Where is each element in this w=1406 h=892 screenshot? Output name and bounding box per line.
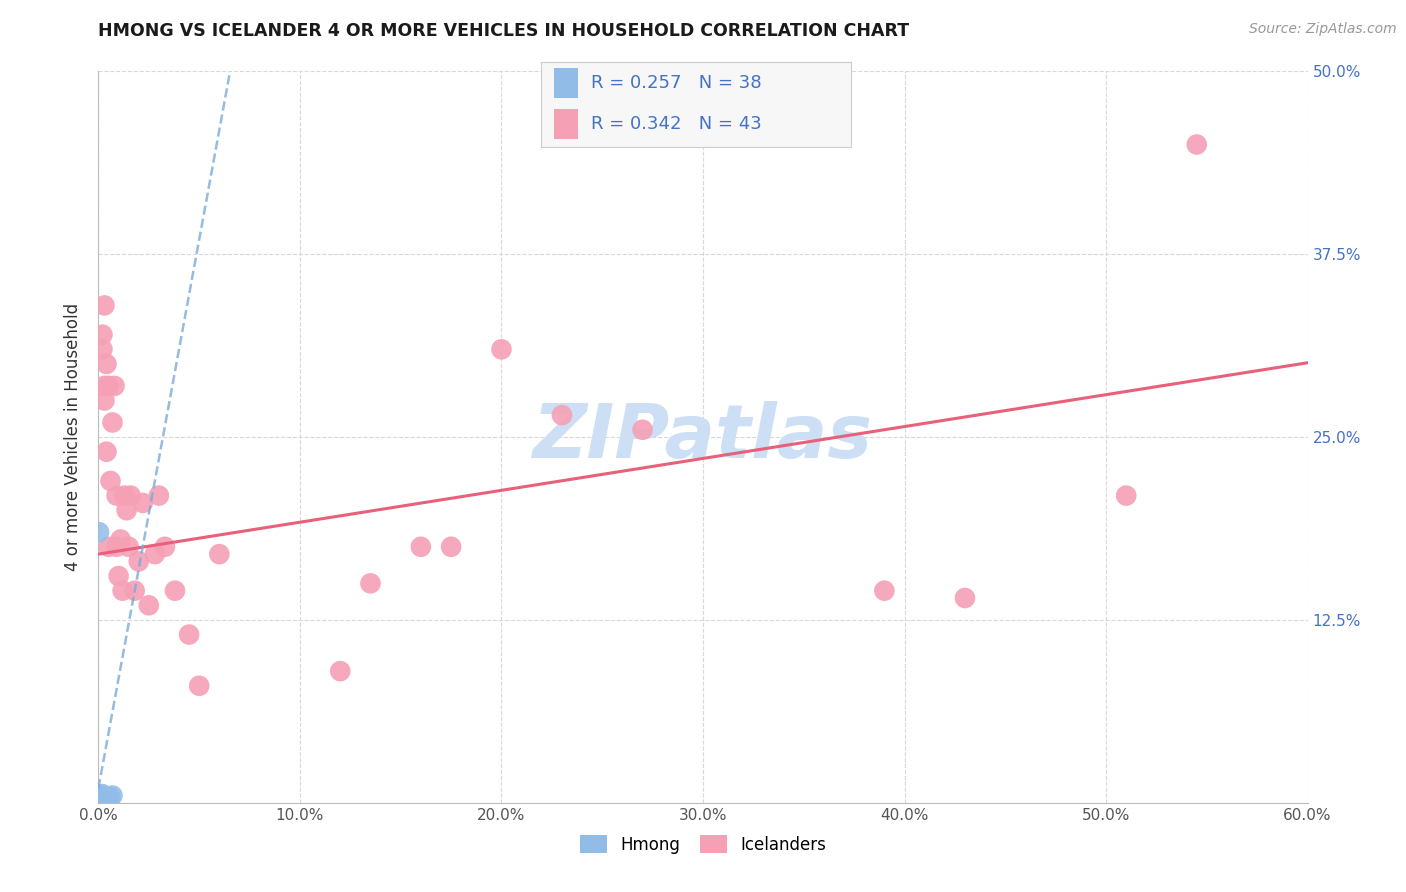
Legend: Hmong, Icelanders: Hmong, Icelanders <box>574 829 832 860</box>
Point <box>90 791 112 805</box>
Point <box>105 540 128 554</box>
Point <box>96 789 118 804</box>
Text: Source: ZipAtlas.com: Source: ZipAtlas.com <box>1249 22 1396 37</box>
Point <box>93 379 115 393</box>
Point <box>93 298 115 312</box>
Point <box>97 791 120 805</box>
Point <box>89 793 111 807</box>
FancyBboxPatch shape <box>554 69 578 98</box>
Point <box>110 533 132 547</box>
Point <box>115 503 138 517</box>
Point <box>89 796 111 810</box>
Point <box>111 583 134 598</box>
Text: ZIPatlas: ZIPatlas <box>533 401 873 474</box>
Point <box>631 423 654 437</box>
Point <box>148 489 170 503</box>
Point <box>409 540 432 554</box>
FancyBboxPatch shape <box>554 109 578 139</box>
Point <box>124 583 146 598</box>
Point <box>132 496 155 510</box>
Point <box>107 569 129 583</box>
Point <box>143 547 166 561</box>
Point <box>93 791 115 805</box>
Point <box>103 379 125 393</box>
Y-axis label: 4 or more Vehicles in Household: 4 or more Vehicles in Household <box>65 303 83 571</box>
Point <box>953 591 976 605</box>
Point <box>120 489 142 503</box>
Point <box>90 791 112 805</box>
Point <box>128 554 150 568</box>
Point <box>97 540 120 554</box>
Point <box>89 794 111 808</box>
Point <box>91 793 114 807</box>
Point <box>188 679 211 693</box>
Point <box>114 489 136 503</box>
Point <box>89 794 111 808</box>
Text: R = 0.342   N = 43: R = 0.342 N = 43 <box>591 115 762 133</box>
Point <box>90 793 112 807</box>
Point <box>93 793 115 807</box>
Point <box>96 444 118 458</box>
Point <box>551 408 574 422</box>
Point <box>93 794 115 808</box>
Point <box>91 793 114 807</box>
Point <box>91 796 114 810</box>
Text: R = 0.257   N = 38: R = 0.257 N = 38 <box>591 74 762 92</box>
Point <box>491 343 513 357</box>
Point <box>93 789 115 804</box>
Point <box>440 540 463 554</box>
Point <box>91 791 114 805</box>
Point <box>87 796 110 810</box>
Point <box>93 796 115 810</box>
Point <box>91 794 114 808</box>
Point <box>91 787 114 801</box>
Point <box>105 489 128 503</box>
Point <box>100 474 122 488</box>
Point <box>101 416 124 430</box>
Point <box>97 379 120 393</box>
Point <box>1185 137 1208 152</box>
Point <box>96 791 118 805</box>
Point <box>89 796 111 810</box>
Point <box>100 789 122 804</box>
Point <box>91 343 114 357</box>
Point <box>329 664 352 678</box>
Point <box>208 547 231 561</box>
Point <box>89 794 111 808</box>
Point <box>93 393 115 408</box>
Point <box>101 789 124 803</box>
Text: HMONG VS ICELANDER 4 OR MORE VEHICLES IN HOUSEHOLD CORRELATION CHART: HMONG VS ICELANDER 4 OR MORE VEHICLES IN… <box>98 22 910 40</box>
Point <box>1115 489 1137 503</box>
Point <box>153 540 176 554</box>
Point <box>89 794 111 808</box>
Point <box>873 583 896 598</box>
Point <box>179 627 201 641</box>
Point <box>90 789 112 804</box>
Point <box>360 576 382 591</box>
Point <box>91 327 114 342</box>
Point <box>87 796 110 810</box>
Point <box>96 357 118 371</box>
Point <box>87 525 110 540</box>
Point <box>94 789 117 804</box>
Point <box>118 540 141 554</box>
Point <box>89 793 111 807</box>
Point <box>91 794 114 808</box>
Point <box>89 796 111 810</box>
Point <box>90 789 112 803</box>
Point <box>94 791 117 805</box>
Point <box>90 789 112 803</box>
Point <box>90 789 112 804</box>
Point <box>138 599 160 613</box>
Point <box>163 583 186 598</box>
